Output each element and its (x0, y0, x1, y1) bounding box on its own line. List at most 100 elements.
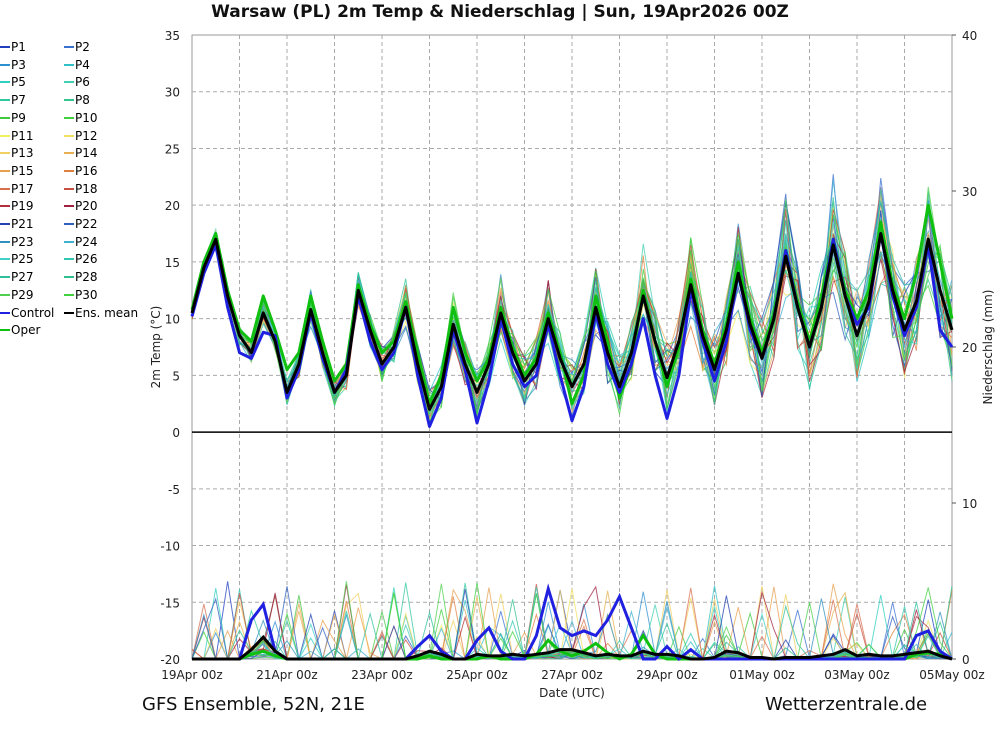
y-axis-label: 2m Temp (°C) (149, 306, 163, 389)
y2-tick-label: 40 (962, 29, 977, 43)
legend-label: Control (11, 305, 55, 320)
legend-item: P25 (0, 252, 34, 266)
legend-item: P5 (0, 75, 26, 89)
legend-swatch (64, 258, 74, 261)
legend-item: P13 (0, 146, 34, 160)
legend-item: P3 (0, 58, 26, 72)
legend-item: P23 (0, 235, 34, 249)
legend-item: P28 (64, 270, 98, 284)
legend-item: P24 (64, 235, 98, 249)
legend-swatch (0, 311, 10, 314)
legend-swatch (64, 63, 74, 66)
legend-label: P18 (75, 181, 98, 196)
y-tick-label: 30 (165, 86, 180, 100)
legend-item: P10 (64, 111, 98, 125)
legend-swatch (0, 205, 10, 208)
legend-item: Control (0, 306, 54, 320)
legend-label: P4 (75, 57, 90, 72)
legend-item: P29 (0, 288, 34, 302)
legend-swatch (64, 276, 74, 279)
member-precip-line-p21 (192, 588, 953, 660)
legend-label: P23 (11, 234, 34, 249)
legend-label: P3 (11, 57, 26, 72)
legend-item: P11 (0, 129, 34, 143)
legend-item: P9 (0, 111, 26, 125)
legend-swatch (0, 293, 10, 296)
x-tick-label: 25Apr 00z (446, 668, 507, 682)
legend-swatch (0, 116, 10, 119)
legend-swatch (0, 258, 10, 261)
y2-tick-label: 30 (962, 185, 977, 199)
legend-swatch (64, 223, 74, 225)
y2-axis-label: Niederschlag (mm) (981, 290, 995, 405)
legend-swatch (64, 134, 74, 137)
legend-item: P1 (0, 40, 26, 54)
chart-title: Warsaw (PL) 2m Temp & Niederschlag | Sun… (211, 2, 789, 22)
legend-swatch (0, 276, 10, 279)
legend-item: P27 (0, 270, 34, 284)
x-tick-label: 19Apr 00z (161, 668, 222, 682)
legend-label: P6 (75, 75, 90, 90)
legend-label: P24 (75, 234, 98, 249)
y-tick-label: 0 (172, 426, 180, 440)
legend-item: P12 (64, 129, 98, 143)
legend-swatch (64, 46, 74, 48)
legend-label: P9 (11, 110, 26, 125)
legend-label: P2 (75, 40, 90, 54)
legend-label: P1 (11, 40, 26, 54)
legend-label: P20 (75, 199, 98, 214)
legend-label: P19 (11, 199, 34, 214)
y-tick-label: 20 (165, 199, 180, 213)
legend-label: Oper (11, 323, 41, 338)
legend-swatch (64, 116, 74, 119)
y-tick-label: 15 (165, 256, 180, 270)
legend-label: P12 (75, 128, 98, 143)
y-tick-label: -20 (160, 653, 180, 667)
y2-tick-label: 0 (962, 653, 970, 667)
legend-label: P27 (11, 270, 34, 285)
legend-label: P8 (75, 93, 90, 108)
x-axis-label: Date (UTC) (539, 686, 605, 700)
x-tick-label: 05May 00z (919, 668, 984, 682)
legend-item: P4 (64, 58, 90, 72)
legend-swatch (0, 99, 10, 102)
legend-swatch (0, 63, 10, 66)
legend-swatch (64, 81, 74, 84)
legend-swatch (64, 293, 74, 296)
y2-tick-label: 10 (962, 497, 977, 511)
legend-swatch (0, 187, 10, 190)
y-tick-label: -5 (168, 483, 180, 497)
legend-item: Ens. mean (64, 306, 138, 320)
legend-swatch (64, 311, 74, 314)
legend-label: P22 (75, 217, 98, 231)
legend-item: P8 (64, 93, 90, 107)
legend-label: P10 (75, 110, 98, 125)
legend-item: P7 (0, 93, 26, 107)
x-tick-label: 03May 00z (824, 668, 889, 682)
legend-label: P25 (11, 252, 34, 267)
legend-label: P13 (11, 146, 34, 161)
legend-swatch (64, 240, 74, 243)
legend-swatch (0, 152, 10, 155)
legend-item: P17 (0, 182, 34, 196)
legend-swatch (64, 169, 74, 172)
x-tick-label: 23Apr 00z (351, 668, 412, 682)
legend-swatch (64, 187, 74, 190)
ens-mean-temp-line (190, 232, 954, 411)
y-tick-label: 25 (165, 142, 180, 156)
legend-label: Ens. mean (75, 305, 139, 320)
legend-label: P16 (75, 163, 98, 178)
y-tick-label: 35 (165, 29, 180, 43)
legend-swatch (0, 46, 10, 48)
legend-swatch (0, 169, 10, 172)
legend-item: P21 (0, 217, 34, 231)
legend-swatch (0, 223, 10, 225)
legend-swatch (0, 240, 10, 243)
legend-swatch (64, 205, 74, 208)
legend-label: P5 (11, 75, 26, 90)
legend-label: P26 (75, 252, 98, 267)
legend-item: P15 (0, 164, 34, 178)
legend-item: P18 (64, 182, 98, 196)
